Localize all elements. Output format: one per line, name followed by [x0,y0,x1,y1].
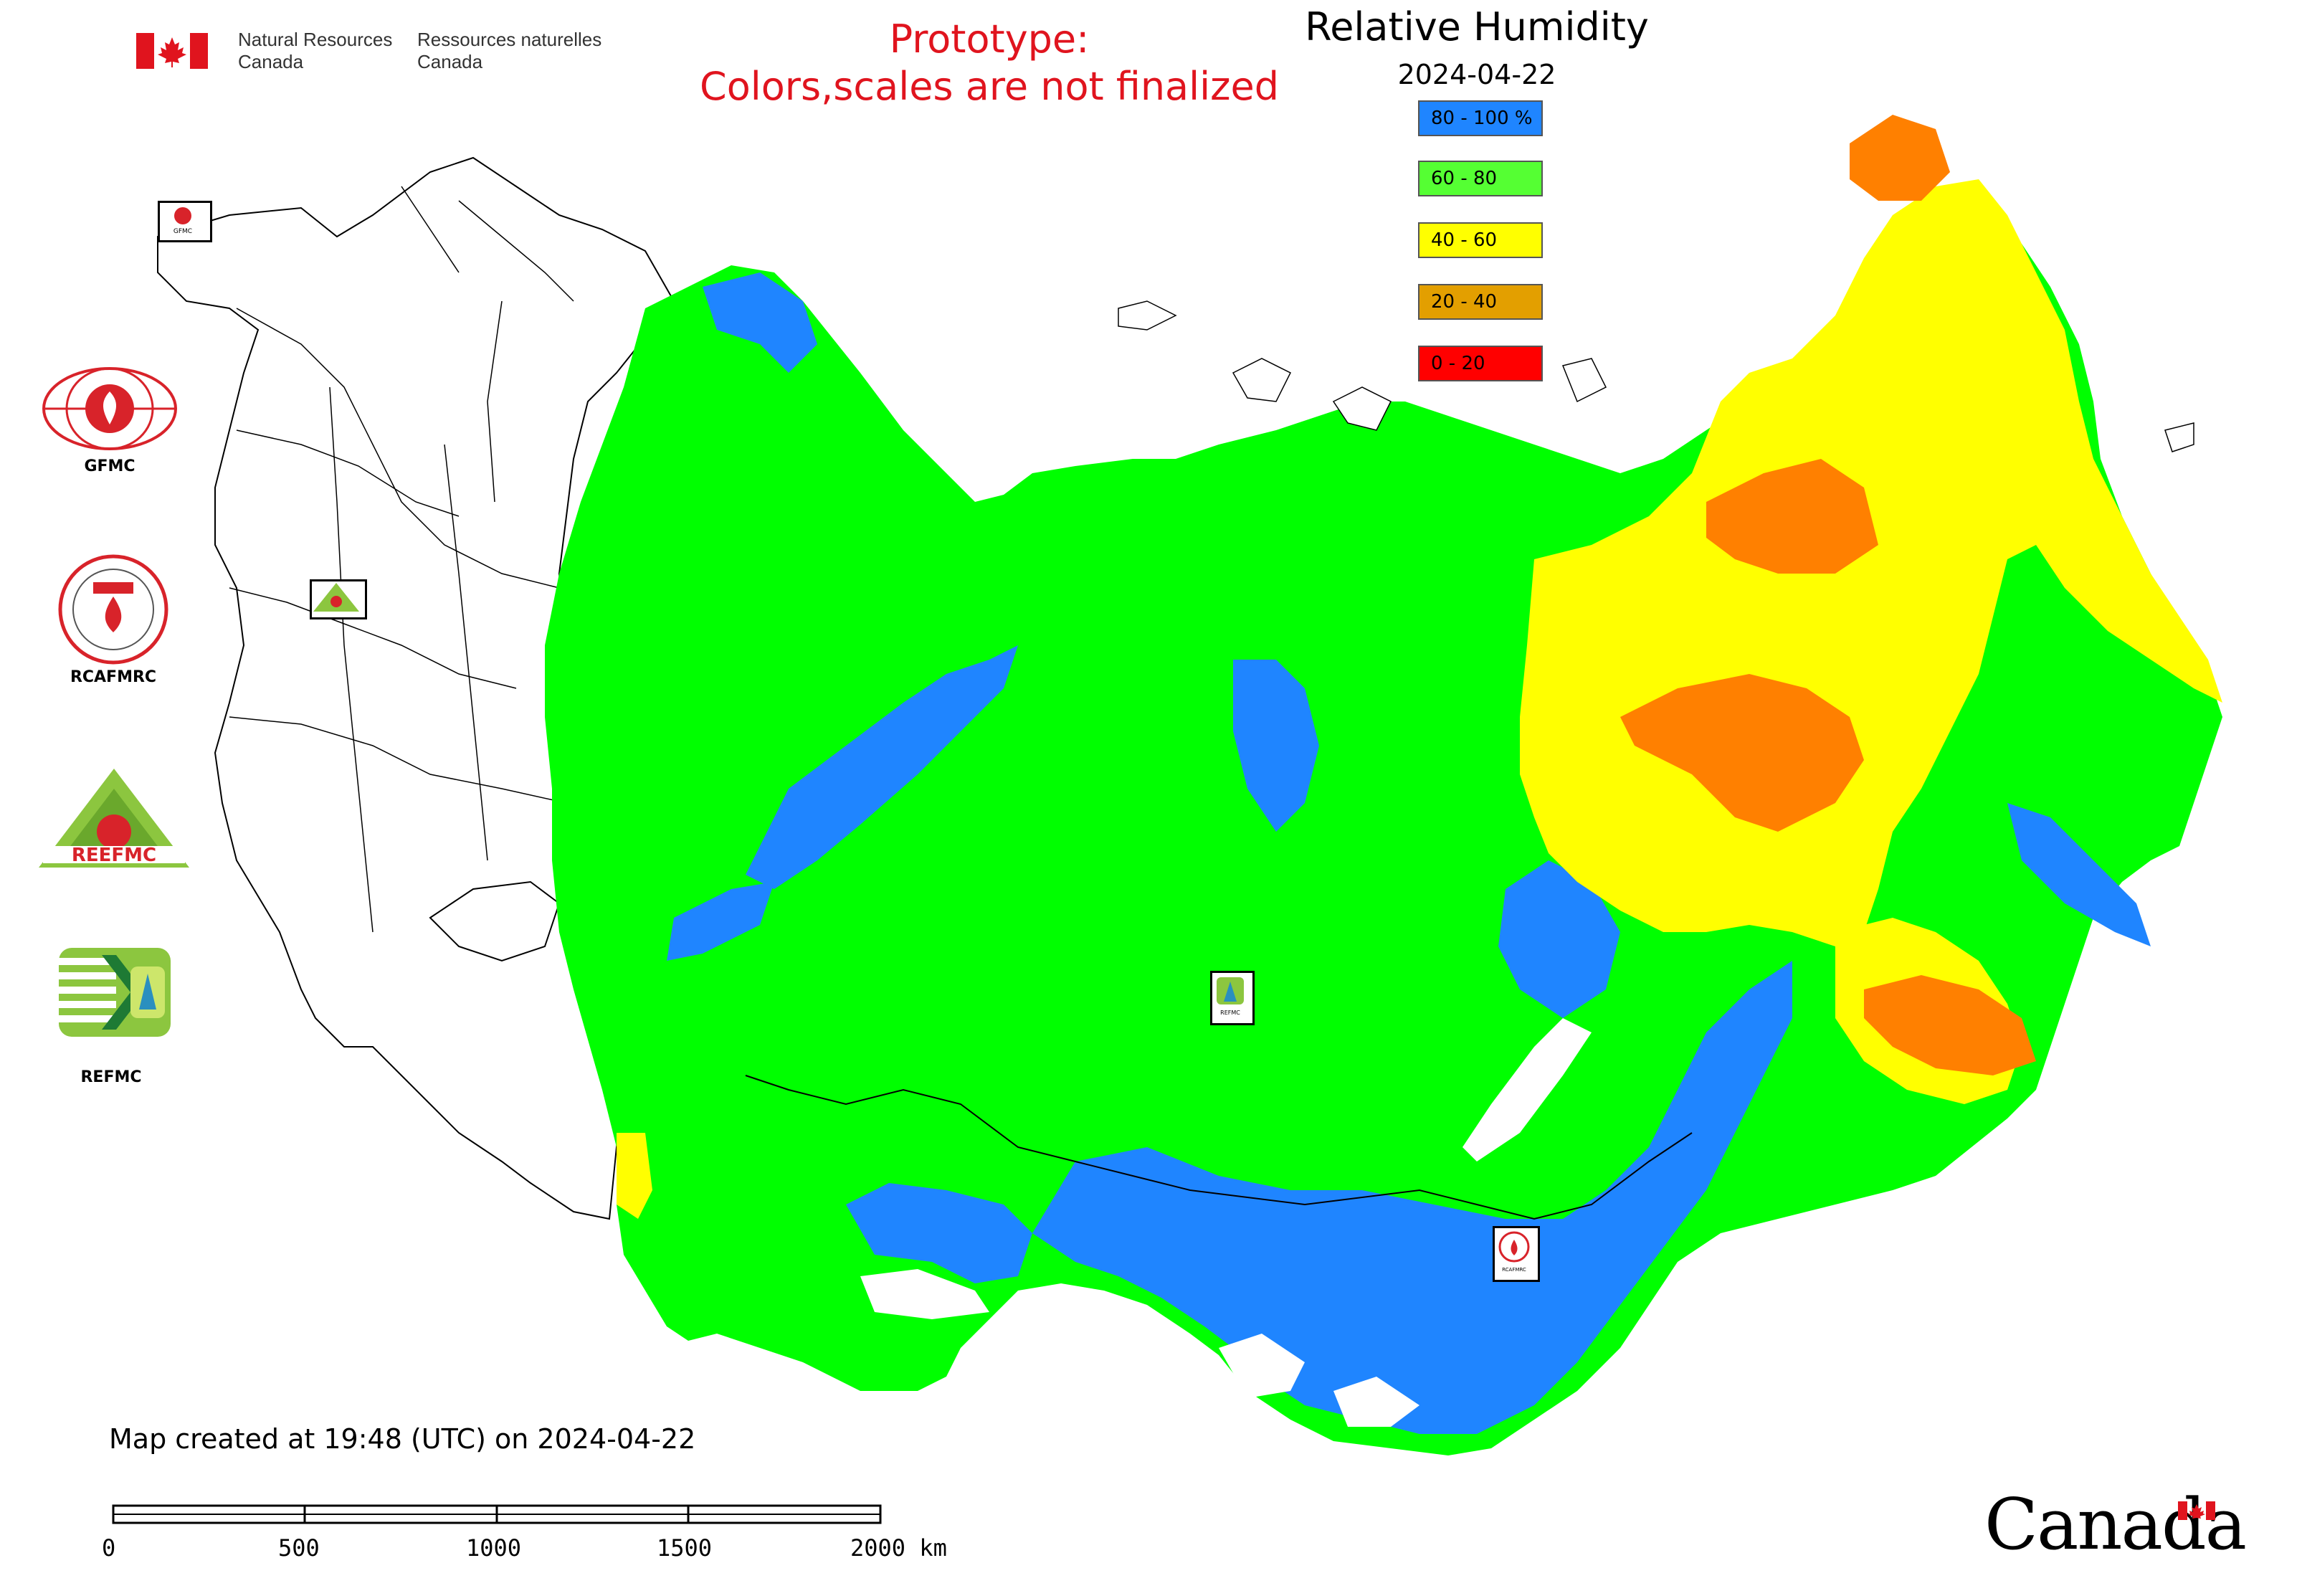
department-name-fr: Ressources naturelles Canada [417,29,602,72]
canada-wordmark: Canada [1984,1484,2247,1566]
prototype-notice: Prototype: Colors,scales are not finalize… [700,16,1279,109]
department-name-en: Natural Resources Canada [238,29,393,72]
europe-outline [157,156,675,1220]
europe-borders [229,186,574,933]
gfmc-marker-icon: GFMC [158,201,212,242]
water-and-nodata [860,1018,1592,1427]
legend-item-40-60: 40 - 60 [1418,222,1543,258]
legend-item-20-40: 20 - 40 [1418,284,1543,320]
rcafmrc-logo-icon [57,554,169,668]
svg-text:REEFMC: REEFMC [72,845,156,866]
gfmc-logo-icon [42,366,178,455]
map-title: Relative Humidity [1305,4,1649,49]
rcafmrc-marker-icon: RCAFMRC [1493,1226,1540,1282]
map-date: 2024-04-22 [1397,59,1556,90]
rcafmrc-label: RCAFMRC [70,668,157,686]
scale-label-0: 0 [102,1534,116,1562]
scale-label-500: 500 [278,1534,320,1562]
arctic-islands [1118,300,2194,452]
scale-label-1000: 1000 [466,1534,522,1562]
scale-label-1500: 1500 [657,1534,713,1562]
svg-text:GFMC: GFMC [173,228,192,235]
regions-dry-20-40 [1620,115,2036,1075]
refmc-label: REFMC [80,1068,142,1086]
region-moderate-kamchatka [1993,358,2179,645]
refmc-marker-icon: REFMC [1210,971,1255,1025]
scale-label-2000: 2000 km [850,1534,947,1562]
regions-humid-80-100 [667,272,2151,1434]
legend-item-0-20: 0 - 20 [1418,346,1543,381]
map-created-timestamp: Map created at 19:48 (UTC) on 2024-04-22 [109,1423,696,1455]
scale-bar [112,1504,886,1529]
reefmc-marker-icon [310,579,367,619]
canada-flag-icon [136,33,208,69]
legend-item-60-80: 60 - 80 [1418,161,1543,196]
svg-text:REFMC: REFMC [1220,1010,1240,1016]
canada-wordmark-flag-icon [2178,1501,2215,1523]
reefmc-logo-icon: REEFMC [37,767,191,872]
region-moderate-west [617,1133,652,1219]
national-border [745,1075,1693,1220]
legend-item-80-100: 80 - 100 % [1418,100,1543,136]
refmc-logo-icon [59,948,171,1040]
gfmc-label: GFMC [84,457,135,475]
svg-text:RCAFMRC: RCAFMRC [1502,1267,1526,1273]
